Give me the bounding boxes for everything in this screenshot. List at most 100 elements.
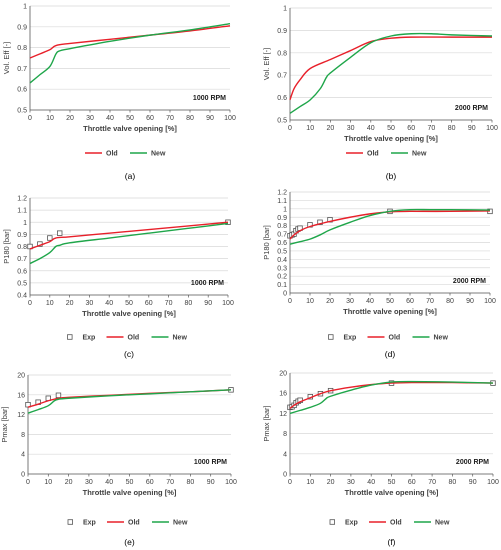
x-axis-label: Throttle valve opening [%] — [83, 124, 177, 133]
legend-swatch-exp — [67, 519, 73, 525]
x-tick-label: 60 — [408, 479, 416, 486]
panel-caption: (f) — [387, 537, 395, 547]
y-tick-label: 20 — [279, 371, 287, 378]
x-tick-label: 20 — [66, 115, 74, 122]
x-tick-label: 100 — [486, 125, 498, 132]
panel-caption: (c) — [124, 349, 134, 359]
y-tick-label: 20 — [17, 373, 25, 380]
legend: Exp Old New — [328, 334, 449, 342]
x-tick-label: 20 — [326, 298, 334, 305]
y-axis-label: Vol. Eff [-] — [2, 42, 11, 74]
legend-label: New — [151, 151, 166, 158]
legend-label: New — [434, 335, 449, 342]
legend: Exp Old New — [329, 519, 450, 527]
legend-label: New — [173, 520, 188, 527]
x-tick-label: 20 — [327, 125, 335, 132]
y-tick-label: 0.8 — [17, 45, 27, 52]
y-tick-label: 0.6 — [17, 87, 27, 94]
series-line-new — [27, 389, 232, 414]
x-tick-label: 30 — [347, 479, 355, 486]
y-tick-label: 0.6 — [277, 95, 287, 102]
rpm-annotation: 2000 RPM — [453, 278, 486, 285]
x-tick-label: 40 — [367, 479, 375, 486]
x-tick-label: 70 — [166, 115, 174, 122]
y-tick-label: 1.2 — [277, 190, 287, 197]
x-tick-label: 40 — [106, 115, 114, 122]
x-tick-label: 40 — [367, 125, 375, 132]
x-tick-label: 50 — [126, 115, 134, 122]
legend: Exp Old New — [67, 519, 188, 527]
y-tick-label: 1.2 — [17, 196, 27, 203]
x-tick-label: 20 — [66, 300, 74, 307]
x-tick-label: 70 — [165, 300, 173, 307]
legend-label: Old — [106, 151, 118, 158]
y-tick-label: 0.6 — [17, 268, 27, 275]
x-tick-label: 60 — [406, 298, 414, 305]
y-tick-label: 0.9 — [17, 232, 27, 239]
y-tick-label: 0.9 — [277, 215, 287, 222]
chart-panel-d: 0 0.10.2 0.30.4 0.50.60.7 0.80.9 11.11.2 0 10 20… — [262, 190, 496, 360]
y-tick-label: 4 — [21, 452, 25, 459]
series-line-new — [289, 380, 494, 415]
x-tick-label: 100 — [484, 298, 496, 305]
y-tick-label: 0.8 — [17, 244, 27, 251]
series-line-old — [289, 381, 494, 409]
legend-label: Exp — [345, 520, 358, 527]
y-tick-label: 16 — [17, 392, 25, 399]
x-tick-label: 20 — [65, 479, 73, 486]
rpm-annotation: 1000 RPM — [194, 459, 227, 466]
x-axis-label: Throttle valve opening [%] — [343, 307, 437, 316]
x-tick-label: 40 — [366, 298, 374, 305]
rpm-annotation: 1000 RPM — [193, 95, 226, 102]
y-tick-label: 0 — [283, 472, 287, 479]
x-tick-label: 40 — [105, 479, 113, 486]
y-tick-label: 12 — [17, 412, 25, 419]
rpm-annotation: 2000 RPM — [456, 459, 489, 466]
x-tick-label: 30 — [346, 298, 354, 305]
legend-swatch-exp — [329, 519, 335, 525]
x-tick-label: 60 — [146, 479, 154, 486]
y-axis-label: Vol. Eff [-] — [262, 48, 271, 80]
x-tick-label: 100 — [487, 479, 499, 486]
exp-marker — [317, 219, 323, 225]
x-tick-label: 0 — [28, 115, 32, 122]
y-tick-label: 0.8 — [277, 223, 287, 230]
y-tick-label: 1 — [23, 220, 27, 227]
x-tick-label: 70 — [428, 479, 436, 486]
legend-swatch-exp — [67, 334, 73, 340]
y-tick-label: 1 — [283, 206, 287, 213]
x-tick-label: 80 — [187, 479, 195, 486]
series-line-new — [29, 222, 229, 265]
x-tick-label: 90 — [204, 300, 212, 307]
y-axis-label: Pmax [bar] — [0, 406, 9, 442]
y-tick-label: 0.4 — [277, 257, 287, 264]
y-tick-label: 0.8 — [277, 50, 287, 57]
y-tick-label: 1 — [283, 6, 287, 13]
legend-swatch-exp — [328, 334, 334, 340]
y-tick-label: 0.7 — [277, 73, 287, 80]
chart-panel-a: 0.50.60.70.80.910 10 20 30 40 50 60 70 80 90 100Th… — [2, 4, 236, 182]
x-tick-label: 30 — [86, 115, 94, 122]
legend-label: Old — [128, 335, 140, 342]
x-tick-label: 70 — [428, 125, 436, 132]
x-tick-label: 30 — [85, 479, 93, 486]
legend: Exp Old New — [67, 334, 187, 342]
legend-label: Exp — [83, 520, 96, 527]
y-tick-label: 4 — [283, 451, 287, 458]
panel-caption: (d) — [385, 349, 396, 359]
y-tick-label: 0.5 — [17, 108, 27, 115]
x-tick-label: 10 — [44, 479, 52, 486]
x-tick-label: 60 — [146, 115, 154, 122]
chart-panel-c: 0.4 0.5 0.6 0.7 0.8 0.9 1 1.1 1.2 0 10 20 30 40 50 60 70… — [2, 196, 234, 360]
x-tick-label: 30 — [86, 300, 94, 307]
x-tick-label: 10 — [46, 115, 54, 122]
series-line-old — [27, 389, 232, 408]
x-tick-label: 50 — [387, 125, 395, 132]
legend-label: New — [412, 151, 427, 158]
legend: Old New — [346, 151, 427, 158]
chart-panel-b: 0.50.60.70.80.910 10 20 30 40 50 60 70 80 90 100Th… — [262, 6, 498, 182]
y-tick-label: 1.1 — [277, 198, 287, 205]
x-tick-label: 90 — [206, 115, 214, 122]
x-axis-label: Throttle valve opening [%] — [345, 488, 439, 497]
x-tick-label: 80 — [448, 125, 456, 132]
